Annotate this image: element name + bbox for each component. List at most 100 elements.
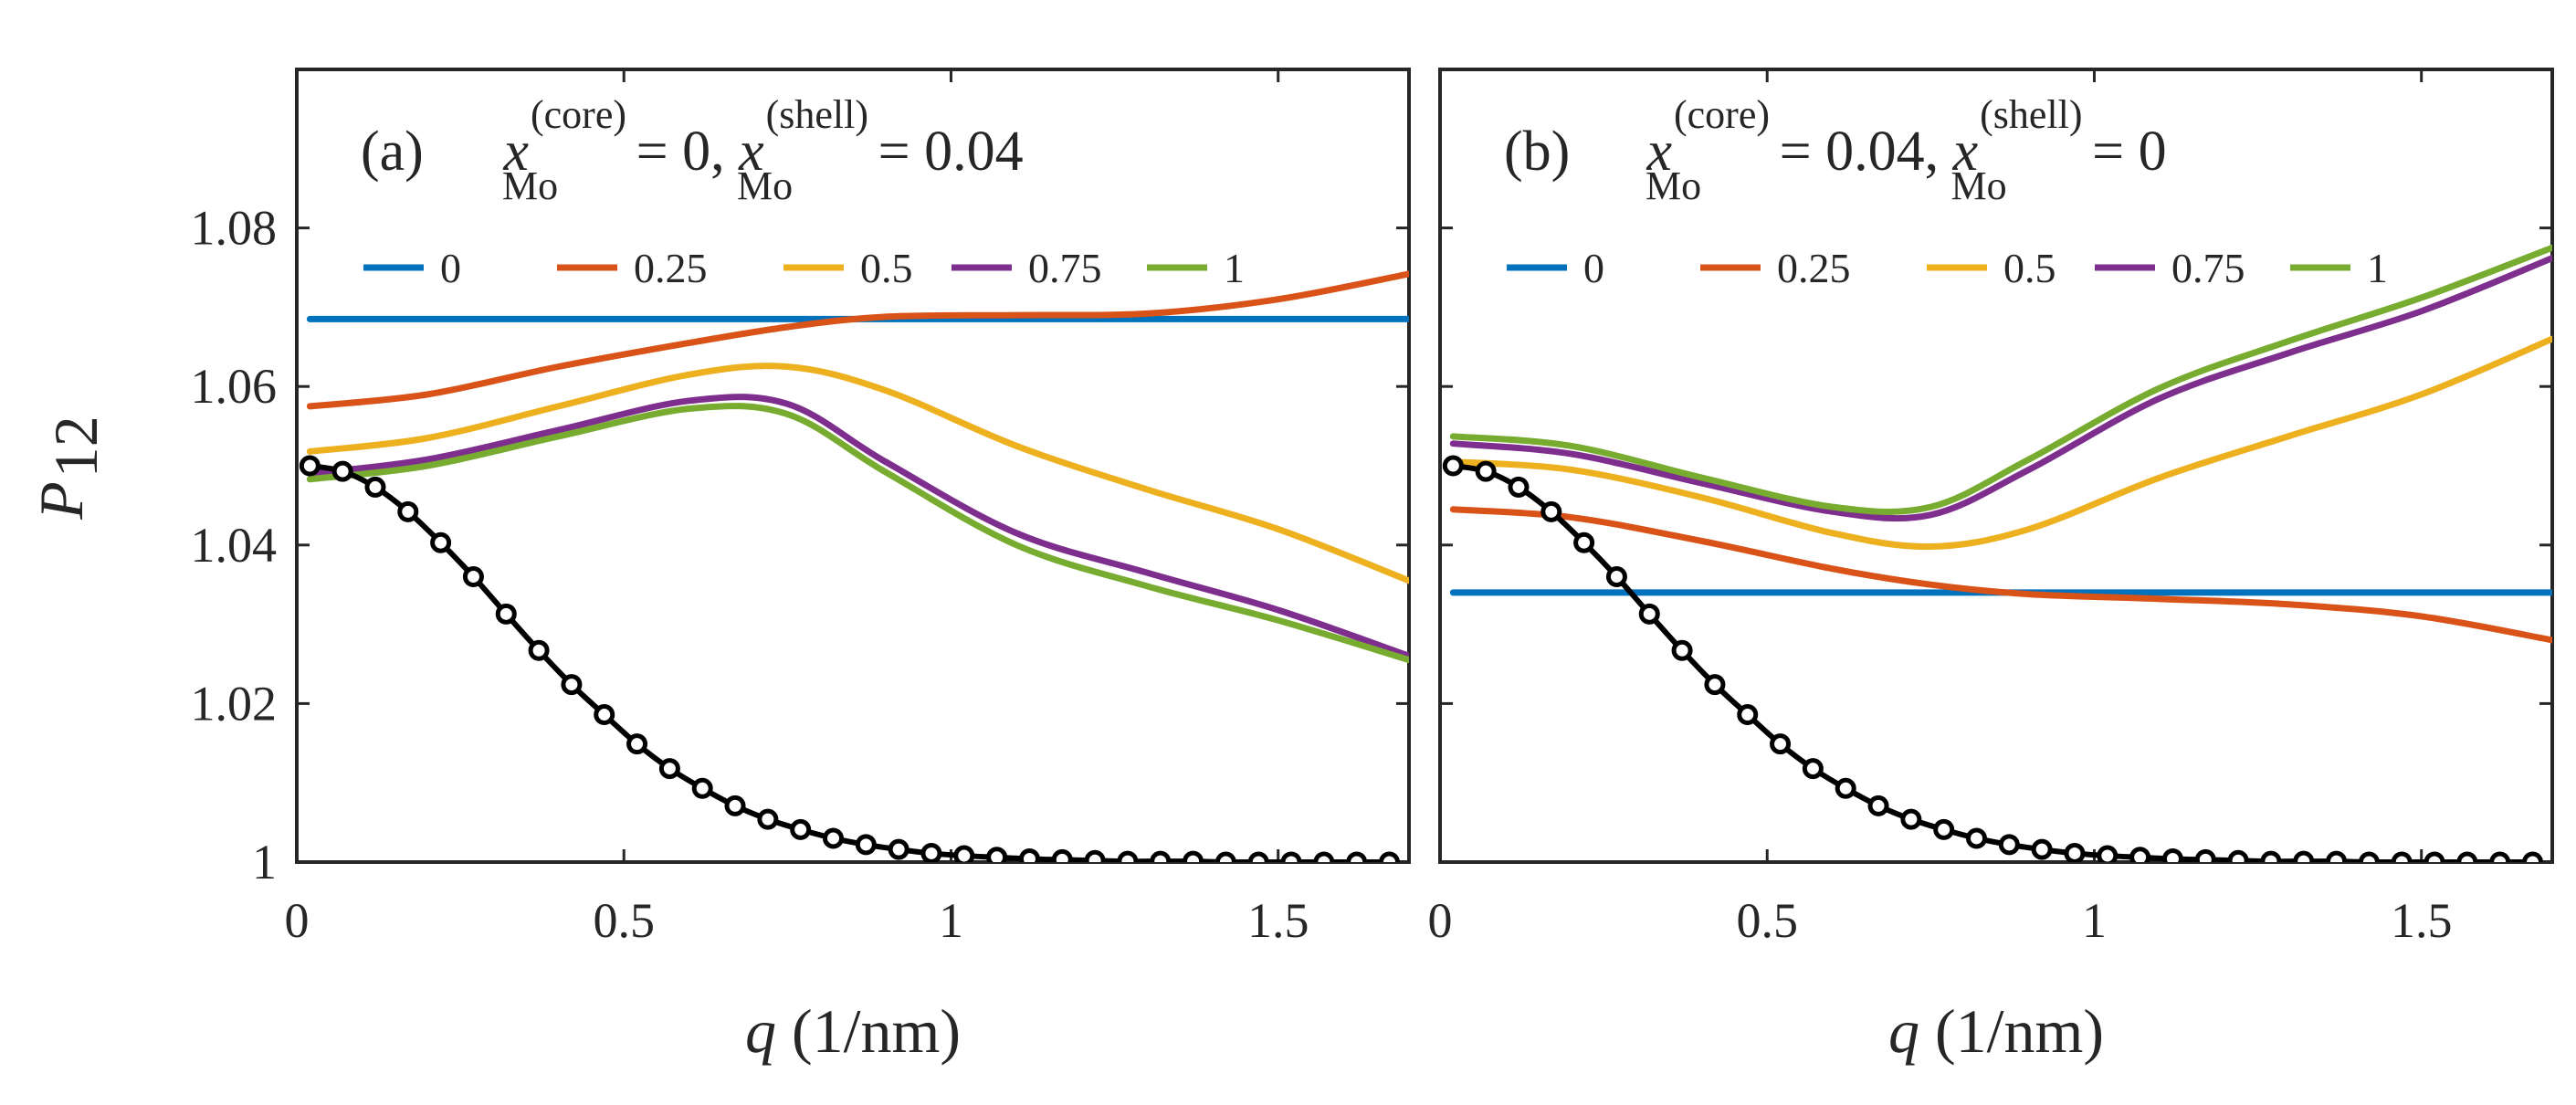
marker-point	[331, 460, 353, 482]
annotation-value-1: = 0.04,	[1765, 121, 1952, 183]
marker-point	[1442, 455, 1464, 477]
marker-point	[1346, 851, 1368, 862]
series-group	[299, 270, 1409, 862]
marker-point	[1508, 476, 1530, 498]
x-tick-label: 1.5	[2391, 893, 2453, 948]
annotation-sub-2: Mo	[737, 163, 793, 208]
legend-label-0: 0	[1583, 245, 1604, 291]
legend-label-0.5: 0.5	[2003, 245, 2056, 291]
marker-point	[397, 500, 419, 522]
marker-point	[986, 847, 1008, 862]
annotation-value-1: = 0,	[622, 121, 739, 183]
marker-point	[1379, 851, 1401, 862]
marker-point	[299, 455, 321, 477]
marker-point	[1150, 850, 1172, 862]
marker-point	[823, 827, 845, 849]
y-tick-label: 1.06	[191, 359, 278, 414]
marker-point	[1313, 851, 1335, 862]
marker-point	[2326, 850, 2348, 862]
x-axis-label-var: q	[745, 996, 776, 1066]
marker-point	[1214, 851, 1236, 862]
legend-label-1: 1	[1224, 245, 1245, 291]
y-axis-label-sub: 12	[41, 416, 110, 478]
marker-point	[626, 733, 648, 755]
annotation-sup-2: (shell)	[1980, 92, 2082, 137]
annotation-value-2: = 0	[2078, 121, 2167, 183]
annotation-sub-1: Mo	[1645, 163, 1701, 208]
y-axis-label: P12	[26, 416, 110, 521]
marker-point	[855, 834, 877, 856]
marker-point	[1280, 851, 1302, 862]
annotation-sub-2: Mo	[1951, 163, 2007, 208]
annotation-var-2: x	[738, 121, 764, 183]
x-tick-label: 0	[285, 893, 310, 948]
marker-point	[2424, 851, 2445, 862]
annotation-sub-1: Mo	[502, 163, 558, 208]
marker-point	[1051, 848, 1073, 862]
y-axis-label-main: P	[26, 481, 96, 521]
marker-point	[594, 704, 615, 726]
x-tick-label: 0	[1428, 893, 1453, 948]
legend-label-0.25: 0.25	[634, 245, 708, 291]
legend: 0 0.25 0.5 0.75 1	[1507, 245, 2388, 291]
marker-point	[1998, 834, 2020, 856]
marker-point	[2391, 851, 2413, 862]
annotation-var-2: x	[1952, 121, 1979, 183]
panel-b: 0 0.5 1 1.5q (1/nm)(b) x(core) Mo = 0.04, x(s…	[1428, 68, 2554, 1066]
marker-point	[2522, 851, 2544, 862]
panel-annotation: x(core) Mo = 0.04, x(shell) Mo = 0	[1645, 92, 2167, 208]
panel-annotation: x(core) Mo = 0, x(shell) Mo = 0.04	[502, 92, 1024, 208]
panel-a: 0 0.5 1 1.5 1 1.02 1.04 1.06 1.08 q (1/nm) P12 (a) x…	[26, 68, 1411, 1066]
marker-point	[1183, 850, 1204, 862]
series-group	[1442, 244, 2552, 862]
marker-point	[1867, 795, 1889, 816]
marker-point	[790, 818, 812, 840]
annotation-value-2: = 0.04	[864, 121, 1023, 183]
marker-point	[2293, 850, 2315, 862]
marker-point	[1084, 849, 1106, 862]
legend-label-0.25: 0.25	[1777, 245, 1851, 291]
axes-frame	[1438, 68, 2554, 864]
marker-point	[561, 674, 583, 696]
marker-point	[2227, 849, 2249, 862]
marker-point	[724, 795, 746, 816]
x-tick-label: 0.5	[593, 893, 655, 948]
marker-point	[528, 639, 550, 661]
series-line-0.25	[1449, 506, 2552, 644]
marker-point	[1802, 758, 1824, 780]
marker-point	[757, 808, 779, 830]
series-line-0.5	[306, 363, 1409, 584]
annotation-var-1: x	[502, 121, 529, 183]
x-axis-label-unit: (1/nm)	[1919, 996, 2104, 1066]
marker-point	[920, 842, 942, 862]
legend-label-0.75: 0.75	[2171, 245, 2245, 291]
legend-label-0.75: 0.75	[1028, 245, 1102, 291]
marker-point	[2358, 851, 2380, 862]
marker-series-line	[309, 463, 1390, 862]
marker-point	[1770, 733, 1792, 755]
marker-point	[2129, 847, 2151, 862]
series-line-0.25	[306, 270, 1409, 410]
marker-point	[691, 777, 713, 799]
panel-label: (a)	[361, 121, 424, 183]
legend-label-1: 1	[2367, 245, 2388, 291]
marker-series-line	[1452, 463, 2533, 862]
marker-point	[1540, 500, 1562, 522]
marker-point	[2064, 842, 2086, 862]
marker-point	[658, 758, 680, 780]
x-axis-label: q (1/nm)	[745, 996, 961, 1066]
annotation-var-1: x	[1645, 121, 1672, 183]
marker-point	[2161, 848, 2183, 862]
marker-point	[1475, 460, 1497, 482]
marker-point	[1933, 818, 1955, 840]
annotation-sup-1: (core)	[1674, 92, 1770, 137]
y-tick-label: 1	[252, 835, 277, 889]
marker-point	[1605, 566, 1627, 588]
marker-point	[1638, 603, 1660, 625]
marker-point	[364, 476, 386, 498]
legend-label-0: 0	[440, 245, 461, 291]
marker-point	[2489, 851, 2511, 862]
panel-label: (b)	[1504, 121, 1570, 183]
series-line-0.75	[306, 394, 1409, 659]
